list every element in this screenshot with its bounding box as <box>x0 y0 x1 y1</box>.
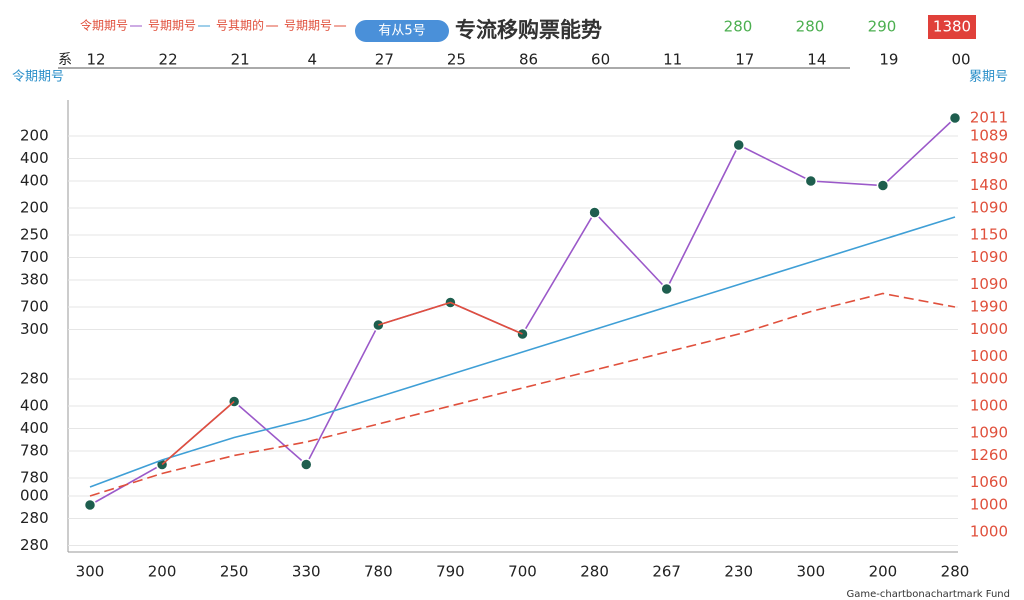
legend-entry[interactable]: 号其期的 <box>216 18 264 33</box>
y2-axis-label: 累期号 <box>969 70 1008 85</box>
y2-tick-label: 1090 <box>970 275 1008 293</box>
point <box>732 138 745 152</box>
y2-tick-label: 1000 <box>970 320 1008 338</box>
x-tick-label: 250 <box>220 563 249 581</box>
series-line <box>161 400 235 466</box>
x-tick-label: 300 <box>797 563 826 581</box>
point <box>660 282 673 296</box>
top-label: 12 <box>86 51 105 69</box>
y-tick-label: 000 <box>20 487 49 505</box>
top-label: 11 <box>663 51 682 69</box>
top-label: 22 <box>159 51 178 69</box>
point <box>83 498 97 512</box>
y-tick-label: 700 <box>20 248 49 266</box>
stat: 280 <box>796 18 825 36</box>
y2-tick-label: 1990 <box>970 298 1008 316</box>
x-tick-label: 300 <box>76 563 105 581</box>
y2-tick-label: 1089 <box>970 127 1008 145</box>
y2-tick-label: 1000 <box>970 370 1008 388</box>
y2-tick-label: 1060 <box>970 473 1008 491</box>
point <box>300 458 313 471</box>
legend-entry[interactable]: 号期期号 <box>148 19 196 33</box>
y-axis-label: 令期期号 <box>12 70 64 85</box>
top-label: 86 <box>519 51 538 69</box>
legend-entry[interactable]: 号期期号 <box>284 19 332 33</box>
top-label: 21 <box>231 51 250 69</box>
point <box>804 174 818 188</box>
top-label: 27 <box>375 51 394 69</box>
y2-tick-label: 1000 <box>970 397 1008 415</box>
x-tick-label: 280 <box>580 563 609 581</box>
x-tick-label: 280 <box>941 563 970 581</box>
x-tick-label: 780 <box>364 563 393 581</box>
source: Game-chartbonachartmark Fund <box>847 589 1010 600</box>
point <box>876 179 890 192</box>
highlight-bg <box>928 15 976 39</box>
y-tick-label: 400 <box>20 419 49 437</box>
series-line <box>89 216 956 488</box>
y2-tick-label: 2011 <box>970 109 1008 127</box>
x-tick-label: 790 <box>436 563 465 581</box>
x-tick-label: 267 <box>652 563 681 581</box>
y-tick-label: 200 <box>20 127 49 145</box>
y-tick-label: 250 <box>20 226 49 244</box>
top-row-title: 系 <box>58 52 72 68</box>
x-tick-label: 330 <box>292 563 321 581</box>
y2-tick-label: 1090 <box>970 424 1008 442</box>
top-label: 17 <box>735 51 754 69</box>
badge-bg[interactable] <box>355 20 449 42</box>
y-tick-label: 780 <box>20 469 49 487</box>
point <box>588 206 601 219</box>
series-line <box>378 301 523 335</box>
top-label: 00 <box>951 51 970 69</box>
y2-tick-label: 1090 <box>970 199 1008 217</box>
y2-tick-label: 1890 <box>970 149 1008 167</box>
top-label: 14 <box>807 51 826 69</box>
top-label: 4 <box>307 51 317 69</box>
y-tick-label: 400 <box>20 172 49 190</box>
highlight: 1380 <box>933 18 971 36</box>
y-tick-label: 400 <box>20 149 49 167</box>
stat: 290 <box>868 18 897 36</box>
x-tick-label: 200 <box>869 563 898 581</box>
y2-tick-label: 1000 <box>970 496 1008 514</box>
legend-entry[interactable]: 令期期号 <box>80 18 128 33</box>
y-tick-label: 780 <box>20 442 49 460</box>
stat: 280 <box>724 18 753 36</box>
y-tick-label: 200 <box>20 199 49 217</box>
series-line <box>89 292 956 497</box>
x-tick-label: 700 <box>508 563 537 581</box>
y-tick-label: 280 <box>20 509 49 527</box>
y-tick-label: 400 <box>20 397 49 415</box>
top-label: 25 <box>447 51 466 69</box>
y-tick-label: 280 <box>20 370 49 388</box>
y-tick-label: 280 <box>20 536 49 554</box>
y2-tick-label: 1260 <box>970 446 1008 464</box>
chart-title: 专流移购票能势 <box>455 18 602 42</box>
x-tick-label: 230 <box>724 563 753 581</box>
top-label: 19 <box>879 51 898 69</box>
y-tick-label: 380 <box>20 271 49 289</box>
top-label: 60 <box>591 51 610 69</box>
point <box>948 111 962 125</box>
x-tick-label: 200 <box>148 563 177 581</box>
y2-tick-label: 1000 <box>970 523 1008 541</box>
y2-tick-label: 1000 <box>970 347 1008 365</box>
y-tick-label: 300 <box>20 320 49 338</box>
y2-tick-label: 1480 <box>970 176 1008 194</box>
y2-tick-label: 1150 <box>970 226 1008 244</box>
y2-tick-label: 1090 <box>970 248 1008 266</box>
badge[interactable]: 有从5号 <box>378 24 425 39</box>
series-line <box>89 117 956 506</box>
y-tick-label: 700 <box>20 298 49 316</box>
